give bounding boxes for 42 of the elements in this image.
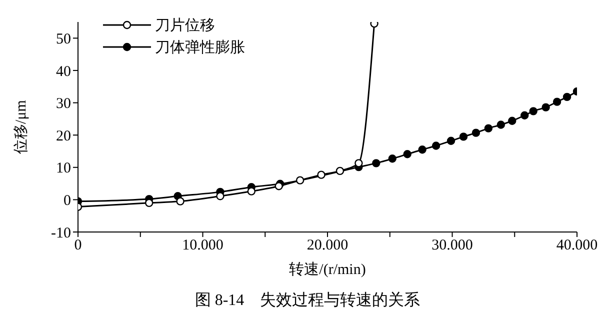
point [317,170,326,179]
point [496,120,505,129]
point [372,159,380,168]
point [418,146,426,154]
point [459,132,468,141]
point [484,124,493,132]
point [354,159,363,168]
y-tick-label: 20 [56,128,71,144]
y-tick-label: 40 [56,64,71,80]
point [336,166,344,176]
point [542,103,550,112]
point [370,22,378,28]
y-tick-label: 10 [56,160,71,177]
point [176,197,184,206]
point [529,107,538,116]
x-tick-label: 10.000 [182,238,224,254]
x-tick-label: 40.000 [556,238,598,254]
point [552,98,562,106]
point [562,92,572,102]
x-axis-title: 转速/(r/min) [289,261,366,278]
y-tick-label: 30 [56,96,71,112]
point [403,150,412,158]
legend-label: 刀体弹性膨胀 [155,38,245,56]
point [432,142,440,150]
x-tick-label: 30.000 [432,238,473,254]
point [388,154,396,163]
y-tick-label: 0 [64,193,71,210]
point [446,136,456,145]
point [274,182,283,190]
x-tick-label: 20.000 [306,238,348,254]
legend-label: 刀片位移 [155,16,215,34]
point [472,128,480,137]
y-axis-title: 位移/μm [12,100,30,154]
point [216,192,224,200]
point [520,111,529,120]
y-tick-label: -10 [51,225,71,242]
point [247,187,256,196]
x-tick-label: 0 [74,238,82,254]
point [508,116,516,125]
y-tick-label: 50 [56,31,71,48]
point [296,176,304,184]
text: 图 8-14 失效过程与转速的关系 [194,290,422,311]
